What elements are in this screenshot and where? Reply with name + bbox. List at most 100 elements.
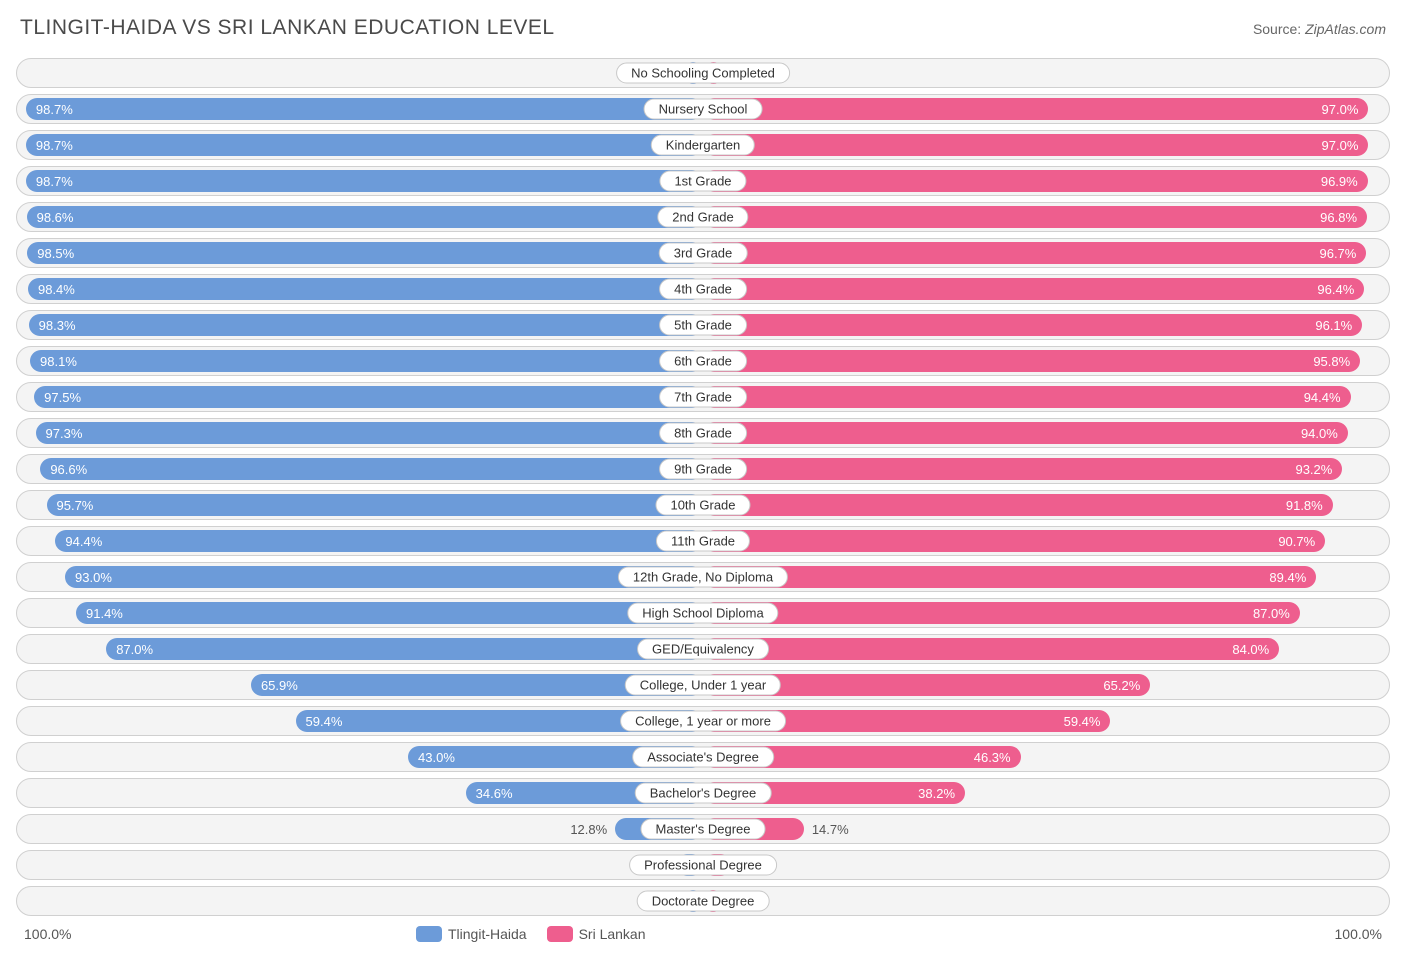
left-bar: 93.0%	[65, 566, 703, 588]
right-bar: 94.4%	[703, 386, 1351, 408]
category-label: College, 1 year or more	[620, 711, 786, 732]
row-right-half: 1.9%	[703, 887, 1389, 915]
legend-label-left: Tlingit-Haida	[448, 926, 527, 942]
row-left-half: 12.8%	[17, 815, 703, 843]
category-label: 7th Grade	[659, 387, 747, 408]
right-value-label: 96.7%	[1319, 246, 1356, 261]
row-left-half: 4.0%	[17, 851, 703, 879]
category-label: 10th Grade	[655, 495, 750, 516]
chart-row: 98.7% 96.9% 1st Grade	[16, 166, 1390, 196]
chart-footer: 100.0% Tlingit-Haida Sri Lankan 100.0%	[16, 926, 1390, 942]
row-right-half: 96.9%	[703, 167, 1389, 195]
right-bar: 97.0%	[703, 98, 1368, 120]
right-bar: 89.4%	[703, 566, 1316, 588]
source-label: Source:	[1253, 21, 1305, 37]
axis-left-max: 100.0%	[24, 926, 71, 942]
category-label: 5th Grade	[659, 315, 747, 336]
right-value-label: 89.4%	[1269, 570, 1306, 585]
row-left-half: 91.4%	[17, 599, 703, 627]
right-value-label: 91.8%	[1286, 498, 1323, 513]
left-value-label: 98.7%	[36, 174, 73, 189]
left-value-label: 59.4%	[306, 714, 343, 729]
category-label: 1st Grade	[659, 171, 746, 192]
row-right-half: 65.2%	[703, 671, 1389, 699]
right-value-label: 38.2%	[918, 786, 955, 801]
legend-label-right: Sri Lankan	[579, 926, 646, 942]
row-right-half: 95.8%	[703, 347, 1389, 375]
right-value-label: 84.0%	[1232, 642, 1269, 657]
chart-title: TLINGIT-HAIDA VS SRI LANKAN EDUCATION LE…	[20, 16, 555, 40]
left-bar: 98.1%	[30, 350, 703, 372]
right-value-label: 96.9%	[1321, 174, 1358, 189]
left-value-label: 98.7%	[36, 102, 73, 117]
category-label: No Schooling Completed	[616, 63, 790, 84]
row-left-half: 98.7%	[17, 167, 703, 195]
row-left-half: 65.9%	[17, 671, 703, 699]
row-left-half: 98.4%	[17, 275, 703, 303]
right-bar: 96.9%	[703, 170, 1368, 192]
row-right-half: 59.4%	[703, 707, 1389, 735]
left-value-label: 98.4%	[38, 282, 75, 297]
chart-row: 98.7%97.0%Nursery School	[16, 94, 1390, 124]
legend-swatch-left	[416, 926, 442, 942]
row-left-half: 1.5%	[17, 59, 703, 87]
chart-row: 4.0%4.3%Professional Degree	[16, 850, 1390, 880]
left-bar: 98.7%	[26, 98, 703, 120]
category-label: Doctorate Degree	[637, 891, 770, 912]
category-label: 4th Grade	[659, 279, 747, 300]
left-value-label: 34.6%	[476, 786, 513, 801]
right-bar: 96.7%	[703, 242, 1366, 264]
left-value-label: 98.1%	[40, 354, 77, 369]
row-right-half: 14.7%	[703, 815, 1389, 843]
row-right-half: 89.4%	[703, 563, 1389, 591]
left-bar: 98.4%	[28, 278, 703, 300]
right-value-label: 96.8%	[1320, 210, 1357, 225]
right-bar: 90.7%	[703, 530, 1325, 552]
right-value-label: 46.3%	[974, 750, 1011, 765]
row-right-half: 96.1%	[703, 311, 1389, 339]
chart-row: 65.9%65.2%College, Under 1 year	[16, 670, 1390, 700]
right-bar: 97.0%	[703, 134, 1368, 156]
row-left-half: 87.0%	[17, 635, 703, 663]
chart-source: Source: ZipAtlas.com	[1253, 21, 1386, 37]
axis-right-max: 100.0%	[1335, 926, 1382, 942]
row-right-half: 94.4%	[703, 383, 1389, 411]
chart-row: 96.6%93.2%9th Grade	[16, 454, 1390, 484]
right-value-label: 96.1%	[1315, 318, 1352, 333]
category-label: High School Diploma	[627, 603, 778, 624]
left-bar: 95.7%	[47, 494, 704, 516]
row-right-half: 97.0%	[703, 95, 1389, 123]
chart-legend: Tlingit-Haida Sri Lankan	[416, 926, 646, 942]
right-bar: 93.2%	[703, 458, 1342, 480]
left-bar: 91.4%	[76, 602, 703, 624]
left-value-label: 98.7%	[36, 138, 73, 153]
left-value-label: 87.0%	[116, 642, 153, 657]
chart-row: 97.5%94.4%7th Grade	[16, 382, 1390, 412]
row-left-half: 98.1%	[17, 347, 703, 375]
right-value-label: 59.4%	[1064, 714, 1101, 729]
category-label: 9th Grade	[659, 459, 747, 480]
chart-row: 98.3%96.1%5th Grade	[16, 310, 1390, 340]
right-value-label: 94.4%	[1304, 390, 1341, 405]
row-left-half: 1.7%	[17, 887, 703, 915]
category-label: 2nd Grade	[657, 207, 748, 228]
chart-row: 43.0%46.3%Associate's Degree	[16, 742, 1390, 772]
chart-row: 98.4%96.4%4th Grade	[16, 274, 1390, 304]
left-bar: 98.7%	[26, 134, 703, 156]
chart-row: 98.6%96.8%2nd Grade	[16, 202, 1390, 232]
category-label: GED/Equivalency	[637, 639, 769, 660]
right-bar: 84.0%	[703, 638, 1279, 660]
category-label: Kindergarten	[651, 135, 755, 156]
right-bar: 96.1%	[703, 314, 1362, 336]
row-right-half: 96.7%	[703, 239, 1389, 267]
row-left-half: 98.5%	[17, 239, 703, 267]
row-left-half: 43.0%	[17, 743, 703, 771]
chart-header: TLINGIT-HAIDA VS SRI LANKAN EDUCATION LE…	[16, 16, 1390, 40]
chart-row: 98.7% 97.0%Kindergarten	[16, 130, 1390, 160]
category-label: Professional Degree	[629, 855, 777, 876]
left-value-label: 97.3%	[46, 426, 83, 441]
row-left-half: 34.6%	[17, 779, 703, 807]
right-value-label: 93.2%	[1295, 462, 1332, 477]
category-label: 11th Grade	[656, 531, 750, 552]
right-value-label: 90.7%	[1278, 534, 1315, 549]
